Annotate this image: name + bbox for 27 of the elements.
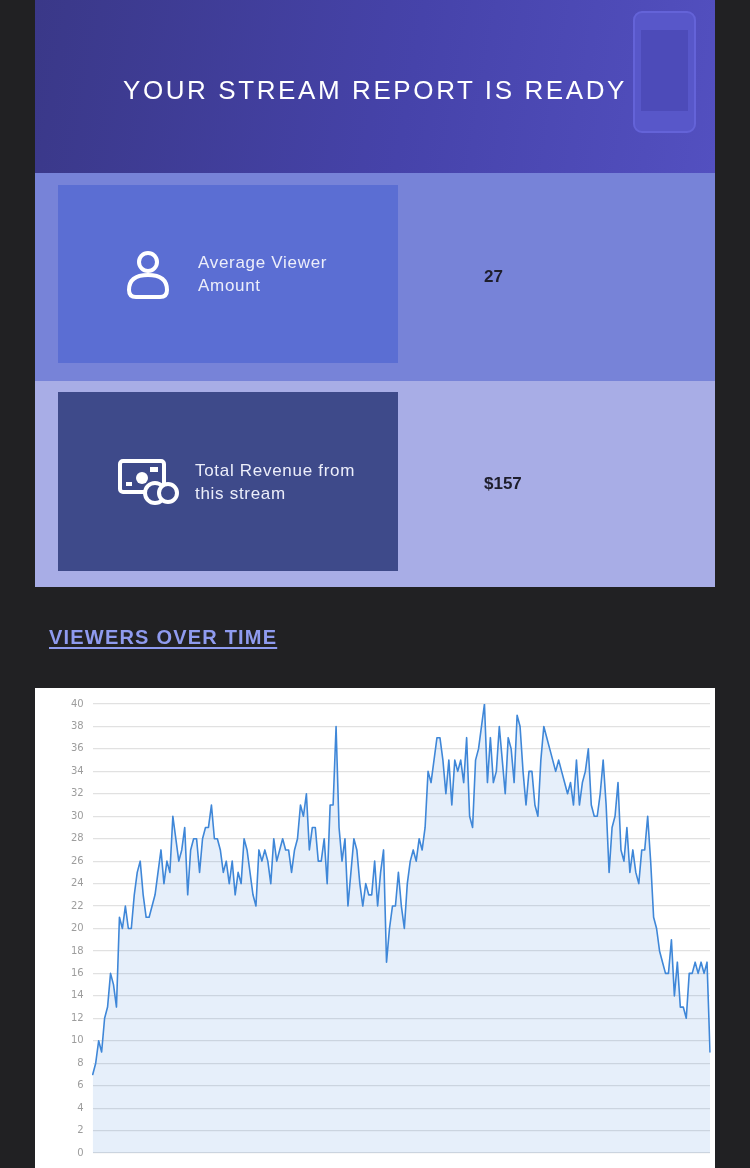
y-tick-label: 32	[70, 787, 84, 799]
text: YOUR STREAM REPORT IS READY	[121, 74, 629, 107]
y-tick-label: 36	[70, 742, 84, 754]
y-tick-label: 12	[70, 1011, 84, 1023]
y-tick-label: 2	[77, 1124, 84, 1136]
y-tick-label: 8	[77, 1056, 84, 1068]
y-tick-label: 0	[77, 1146, 84, 1158]
text: $157	[484, 474, 522, 494]
y-tick-label: 20	[70, 922, 84, 934]
y-tick-label: 18	[70, 944, 84, 956]
y-tick-label: 6	[77, 1079, 84, 1091]
y-tick-label: 22	[70, 899, 84, 911]
y-tick-label: 14	[70, 989, 84, 1001]
y-tick-label: 34	[70, 764, 84, 776]
y-tick-label: 38	[70, 720, 84, 732]
y-tick-label: 30	[70, 809, 84, 821]
text: Total Revenue from this stream	[195, 459, 356, 505]
y-tick-label: 40	[70, 697, 84, 709]
y-tick-label: 26	[70, 854, 84, 866]
y-tick-label: 24	[70, 877, 84, 889]
text: Average Viewer Amount	[198, 252, 329, 297]
y-tick-label: 28	[70, 832, 84, 844]
y-tick-label: 10	[70, 1034, 84, 1046]
text: 27	[484, 267, 503, 287]
y-tick-label: 16	[70, 966, 84, 978]
chart-title: VIEWERS OVER TIME	[49, 625, 278, 649]
y-tick-label: 4	[77, 1101, 84, 1113]
